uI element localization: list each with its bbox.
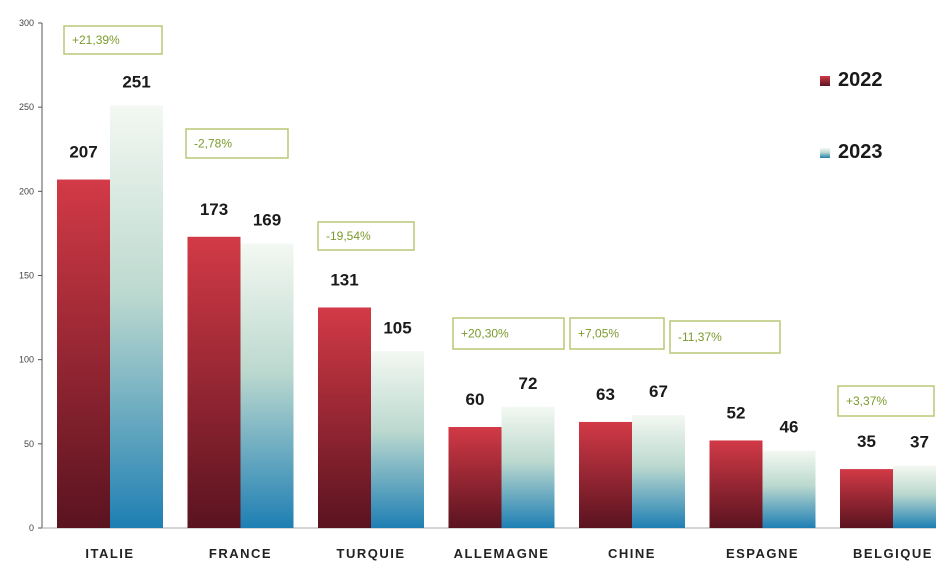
value-label-2022: 52 xyxy=(727,403,746,422)
value-label-2023: 72 xyxy=(519,374,538,393)
value-label-2023: 251 xyxy=(122,72,150,91)
category-label: FRANCE xyxy=(209,546,272,561)
category-label: ESPAGNE xyxy=(726,546,799,561)
legend-swatch-2022 xyxy=(820,76,830,86)
percent-change-label: +3,37% xyxy=(846,394,887,408)
value-label-2023: 169 xyxy=(253,211,281,230)
category-label: CHINE xyxy=(608,546,656,561)
category-label: ITALIE xyxy=(85,546,134,561)
value-label-2023: 67 xyxy=(649,382,668,401)
bar-2022-italie xyxy=(57,179,110,529)
bar-2023-italie xyxy=(110,105,163,528)
bar-2023-turquie xyxy=(371,351,424,528)
bar-2023-france xyxy=(240,243,294,528)
bar-2022-france xyxy=(187,236,241,529)
percent-change-box xyxy=(317,221,415,251)
percent-change-box xyxy=(63,25,163,55)
bar-2022-espagne xyxy=(709,440,763,528)
value-label-2022: 131 xyxy=(330,270,358,289)
bar-2022-allemagne xyxy=(448,427,502,528)
value-label-2022: 207 xyxy=(69,143,97,162)
percent-change-box xyxy=(669,320,781,354)
value-label-2023: 37 xyxy=(910,433,929,452)
category-label: TURQUIE xyxy=(337,546,406,561)
y-tick-label: 50 xyxy=(24,439,34,449)
bar-2023-chine xyxy=(632,415,685,528)
y-tick-label: 200 xyxy=(19,186,34,196)
percent-change-label: -2,78% xyxy=(194,137,232,151)
value-label-2022: 63 xyxy=(596,385,615,404)
bar-2023-allemagne xyxy=(501,406,555,528)
value-label-2022: 173 xyxy=(200,200,228,219)
percent-change-label: +21,39% xyxy=(72,33,120,47)
y-tick-label: 300 xyxy=(19,18,34,28)
percent-change-box xyxy=(452,317,565,350)
bar-2022-belgique xyxy=(840,469,893,528)
bar-2023-belgique xyxy=(893,465,936,528)
legend-swatch-2023 xyxy=(820,148,830,158)
percent-change-label: -19,54% xyxy=(326,229,371,243)
value-label-2022: 60 xyxy=(466,390,485,409)
y-tick-label: 0 xyxy=(29,523,34,533)
percent-change-box xyxy=(837,385,935,417)
bar-2022-turquie xyxy=(318,307,371,528)
value-label-2023: 46 xyxy=(780,418,799,437)
percent-change-box xyxy=(569,317,665,350)
legend-label-2022: 2022 xyxy=(838,69,883,91)
category-label: BELGIQUE xyxy=(853,546,933,561)
y-tick-label: 100 xyxy=(19,355,34,365)
bar-2022-chine xyxy=(579,421,632,528)
percent-change-label: -11,37% xyxy=(678,330,722,344)
value-label-2022: 35 xyxy=(857,432,876,451)
bar-2023-espagne xyxy=(762,450,816,528)
percent-change-label: +20,30% xyxy=(461,327,509,341)
y-tick-label: 250 xyxy=(19,102,34,112)
category-label: ALLEMAGNE xyxy=(454,546,550,561)
legend-label-2023: 2023 xyxy=(838,141,883,163)
value-label-2023: 105 xyxy=(383,318,411,337)
percent-change-box xyxy=(185,128,289,159)
y-tick-label: 150 xyxy=(19,271,34,281)
percent-change-label: +7,05% xyxy=(578,327,619,341)
